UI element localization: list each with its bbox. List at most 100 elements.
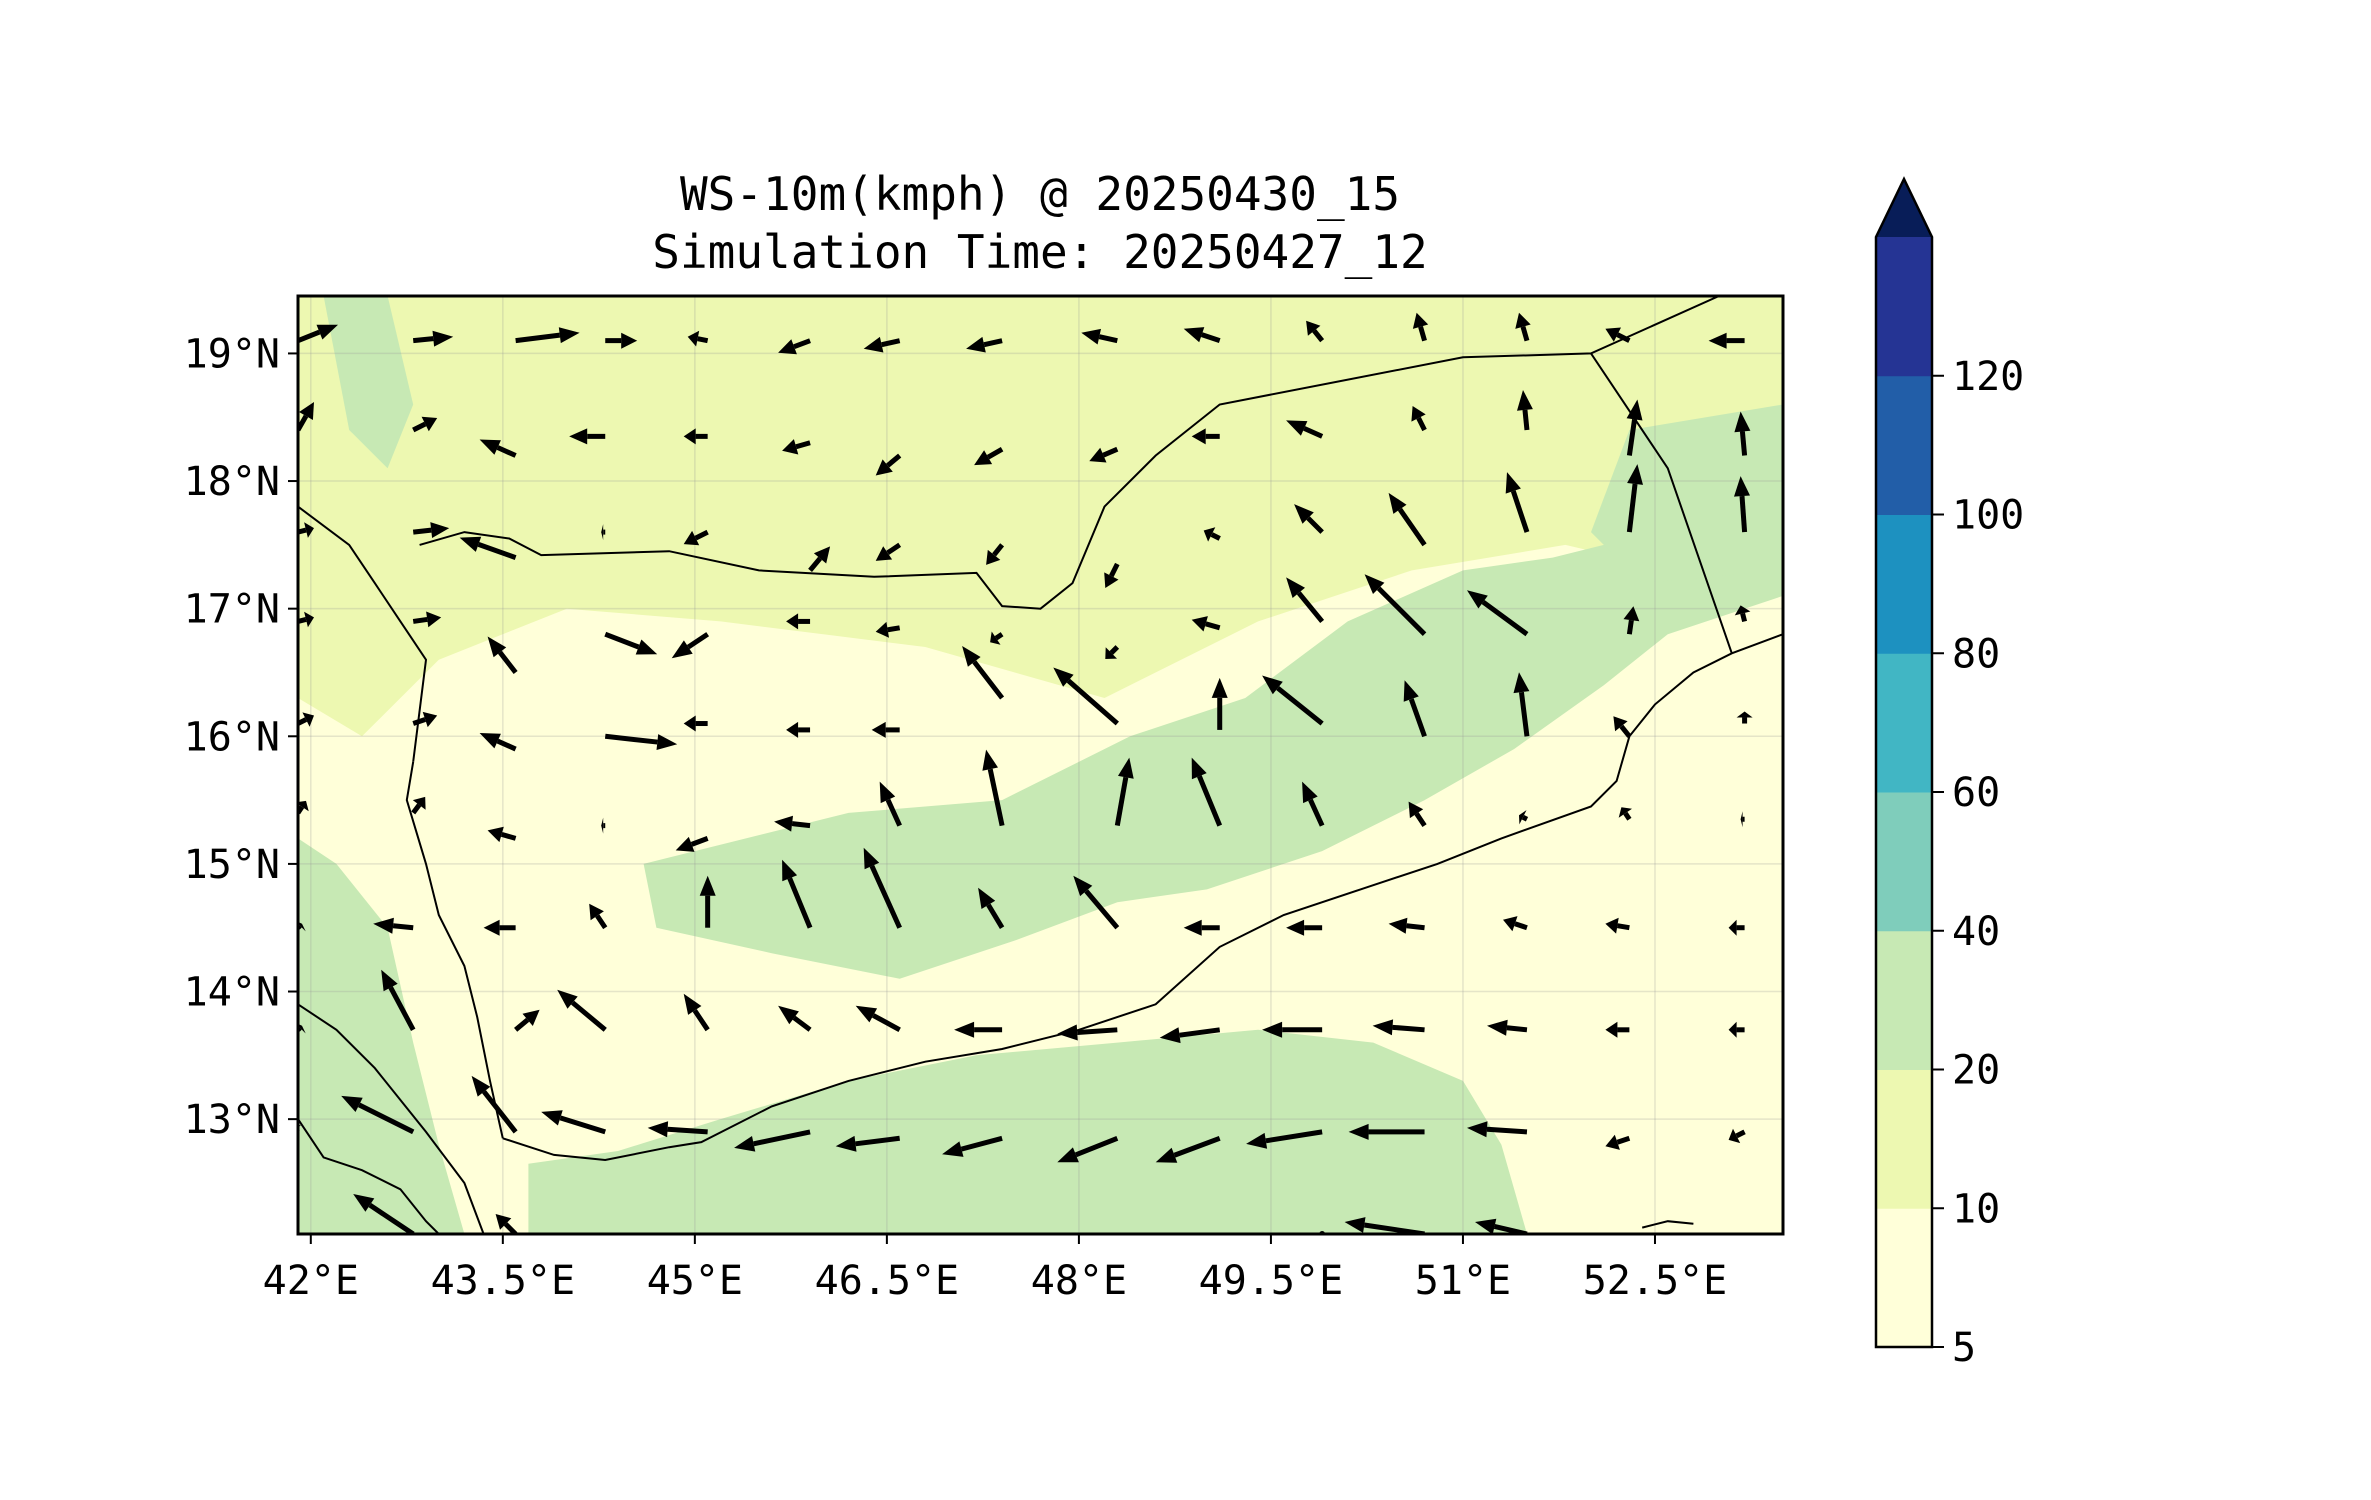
wind-arrow xyxy=(1191,757,1223,827)
wind-arrow-shaft xyxy=(1514,921,1528,931)
wind-arrow-shaft xyxy=(1109,562,1120,578)
wind-arrow-head xyxy=(1475,1218,1497,1234)
wind-arrow xyxy=(412,330,454,347)
wind-arrow-head xyxy=(734,1136,756,1152)
wind-arrow-shaft xyxy=(503,1222,518,1234)
wind-arrow-head xyxy=(986,549,1001,565)
wind-arrow-head xyxy=(863,847,880,870)
wind-arrow-head xyxy=(675,836,695,852)
wind-arrow-head xyxy=(671,640,693,659)
wind-arrow xyxy=(515,327,580,344)
wind-arrow-head xyxy=(341,1095,363,1112)
wind-arrow-shaft xyxy=(1205,621,1221,631)
wind-arrow-shaft xyxy=(667,1126,708,1135)
wind-arrow xyxy=(683,529,709,546)
wind-arrow-head xyxy=(1411,406,1426,422)
wind-arrow-head xyxy=(1623,606,1640,622)
colorbar-segment xyxy=(1876,792,1932,932)
wind-arrow-shaft xyxy=(1179,1027,1221,1038)
wind-arrow-head xyxy=(430,522,450,538)
wind-arrow-shaft xyxy=(987,768,1005,827)
wind-arrow xyxy=(1372,1019,1425,1036)
wind-arrow-head xyxy=(879,781,896,804)
wind-arrow xyxy=(1728,919,1745,936)
wind-arrow-shaft xyxy=(571,1000,607,1032)
wind-vectors xyxy=(298,312,1753,1234)
x-tick-label: 48°E xyxy=(1031,1258,1127,1304)
colorbar-extend-triangle xyxy=(1876,179,1932,237)
wind-arrow-shaft xyxy=(1418,325,1427,342)
wind-arrow xyxy=(1057,1135,1119,1163)
wind-arrow xyxy=(1302,781,1325,827)
wind-arrow-shaft xyxy=(1414,812,1427,828)
wind-arrow xyxy=(863,336,901,353)
wind-arrow-head xyxy=(1408,801,1424,819)
wind-arrow-shaft xyxy=(994,632,1004,641)
wind-arrow-shaft xyxy=(1265,1129,1323,1144)
wind-arrow-shaft xyxy=(604,631,640,650)
wind-arrow xyxy=(1246,1129,1323,1149)
x-tick-label: 45°E xyxy=(647,1258,743,1304)
wind-arrow-shaft xyxy=(1077,1027,1118,1035)
wind-arrow xyxy=(1073,875,1120,930)
y-tick-label: 18°N xyxy=(184,459,280,505)
wind-arrow-head xyxy=(1740,811,1743,828)
wind-arrow-head xyxy=(774,815,793,832)
wind-arrow-shaft xyxy=(886,453,902,468)
wind-arrow xyxy=(1736,711,1753,724)
wind-arrow-head xyxy=(863,336,884,353)
wind-arrow-head xyxy=(687,330,700,347)
wind-arrow xyxy=(1262,675,1324,726)
wind-arrow-head xyxy=(1627,464,1643,485)
wind-arrow xyxy=(1364,574,1427,636)
wind-arrow-shaft xyxy=(1619,724,1632,738)
wind-arrow xyxy=(601,817,606,834)
colorbar-segment xyxy=(1876,237,1932,377)
wind-arrow-shaft xyxy=(1397,507,1427,547)
wind-arrow-shaft xyxy=(604,733,658,745)
wind-arrow-head xyxy=(683,428,696,445)
colorbar-tick-label: 80 xyxy=(1952,631,2000,677)
wind-arrow-head xyxy=(621,332,638,349)
map-gridlines xyxy=(298,296,1783,1234)
wind-arrow-head xyxy=(601,524,604,541)
wind-arrow xyxy=(412,611,442,628)
wind-arrow-head xyxy=(871,721,886,738)
wind-arrow xyxy=(1286,919,1323,936)
wind-arrow-head xyxy=(421,416,438,432)
wind-arrow xyxy=(1467,590,1529,637)
wind-arrow xyxy=(1728,1021,1745,1038)
chart-title: WS-10m(kmph) @ 20250430_15 xyxy=(680,167,1400,221)
wind-arrow-head xyxy=(1605,327,1621,342)
wind-arrow-head xyxy=(298,800,309,812)
wind-arrow xyxy=(1626,464,1643,533)
wind-arrow-head xyxy=(426,611,442,628)
wind-arrow xyxy=(1183,919,1220,936)
wind-arrow-head xyxy=(316,324,338,340)
wind-arrow-head xyxy=(875,546,893,561)
wind-arrow-head xyxy=(1286,577,1305,598)
x-tick-label: 42°E xyxy=(263,1258,359,1304)
wind-arrow-shaft xyxy=(1173,1135,1221,1158)
wind-arrow-shaft xyxy=(1626,483,1638,533)
wind-arrow xyxy=(875,453,902,476)
wind-arrow-head xyxy=(1286,919,1305,936)
wind-arrow xyxy=(683,715,708,732)
wind-arrow xyxy=(835,1135,900,1152)
wind-arrow xyxy=(990,631,1004,645)
wind-arrow-head xyxy=(1081,328,1101,345)
wind-arrow-shaft xyxy=(388,986,416,1031)
wind-arrow-head xyxy=(471,1075,491,1097)
wind-arrow xyxy=(1623,606,1640,635)
x-tick-label: 49.5°E xyxy=(1199,1258,1344,1304)
wind-arrow-head xyxy=(1388,492,1407,514)
wind-arrow-shaft xyxy=(787,877,813,929)
wind-arrow xyxy=(675,836,709,852)
y-tick-label: 15°N xyxy=(184,842,280,888)
wind-arrow-head xyxy=(479,439,501,455)
wind-arrow xyxy=(699,875,716,928)
wind-arrow-head xyxy=(982,749,998,771)
wind-arrow xyxy=(1203,527,1221,542)
colorbar-tick-label: 100 xyxy=(1952,493,2024,539)
wind-arrow-shaft xyxy=(1408,698,1427,738)
